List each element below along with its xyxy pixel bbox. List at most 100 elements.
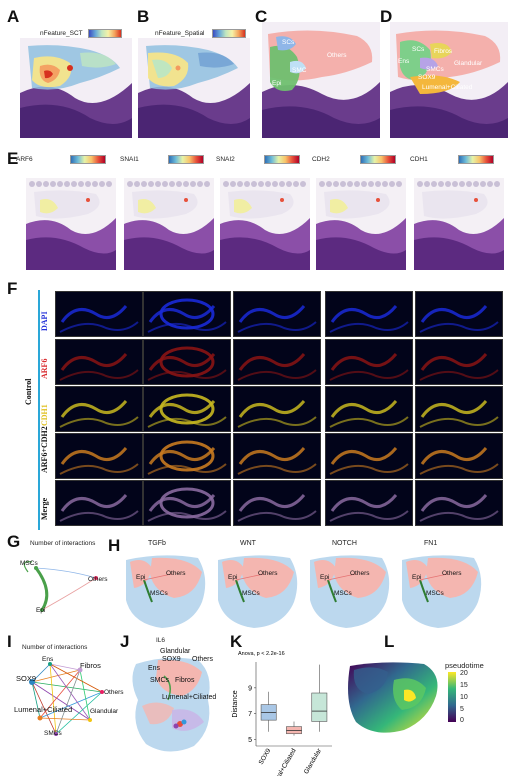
if-group-bracket (38, 290, 40, 530)
l-colorbar (448, 672, 456, 722)
pathway-node-label: Others (258, 570, 278, 577)
if-row-label: ARF6 (40, 358, 49, 379)
l-tick-5: 5 (460, 706, 464, 713)
j-label-ens: Ens (148, 665, 161, 672)
panel-label-l: L (384, 632, 395, 651)
panel-label-j: J (120, 632, 130, 651)
cluster-label-d-scs: SCs (412, 46, 425, 53)
if-image-tile (415, 386, 503, 432)
if-row-label: ARF6+CDH2 (40, 426, 49, 473)
colorbar-label-b: nFeature_Spatial (155, 30, 205, 37)
if-image-tile (415, 291, 503, 337)
if-image-tile (143, 291, 231, 337)
l-colorbar-label: pseudotime (445, 661, 484, 670)
i-node-lumenal: Lumenal+Ciliated (14, 705, 73, 714)
if-image-tile (233, 433, 321, 479)
gene-label: SNAI2 (216, 156, 235, 163)
gene-label: CDH2 (312, 156, 330, 163)
pathway-title: TGFb (148, 540, 166, 547)
chart-stat-text: Anova, p < 2.2e-16 (238, 651, 285, 657)
pathway-node-label: MSCs (426, 590, 444, 597)
x-category-label: Glandular (303, 747, 324, 776)
j-title: IL6 (156, 637, 166, 644)
if-image-tile (55, 433, 143, 479)
j-label-glandular: Glandular (160, 648, 191, 655)
panel-label-k: K (230, 632, 243, 651)
if-row-label: Merge (40, 497, 49, 520)
gene-tissue-image (220, 178, 310, 270)
panel-label-h: H (108, 536, 121, 555)
colorbar-a (88, 29, 122, 38)
if-image-tile (143, 386, 231, 432)
pathway-spatial-map (310, 555, 390, 628)
g-node-epi: Epi (36, 607, 46, 614)
if-row-label: CDH1 (40, 404, 49, 426)
cluster-label-d-glandular: Glandular (454, 60, 483, 67)
y-tick-label: 5 (248, 737, 252, 744)
if-image-tile (233, 386, 321, 432)
gene-tissue-image (26, 178, 116, 270)
gene-colorbar (360, 155, 396, 164)
boxplot-k: Anova, p < 2.2e-16579DistanceSOX9Lumenal… (232, 651, 332, 776)
i-node-sox9: SOX9 (16, 674, 37, 683)
i-title: Number of interactions (22, 644, 88, 651)
j-label-lumenal: Lumenal+Ciliated (162, 694, 217, 701)
cluster-label-smc: SMC (292, 67, 307, 74)
pathway-node-label: MSCs (242, 590, 260, 597)
gene-label: SNAI1 (120, 156, 139, 163)
j-label-smcs: SMCs (150, 677, 170, 684)
l-tick-15: 15 (460, 682, 468, 689)
g-node-others: Others (88, 576, 108, 583)
panel-label-f: F (7, 279, 18, 298)
cluster-label-d-ens: Ens (398, 58, 410, 65)
gene-colorbar (168, 155, 204, 164)
y-axis-label: Distance (232, 690, 239, 717)
panel-label-g: G (7, 532, 21, 551)
j-label-fibros: Fibros (175, 677, 195, 684)
if-image-tile (233, 339, 321, 385)
if-image-tile (233, 480, 321, 526)
cluster-label-d-smcs: SMCs (426, 66, 444, 73)
i-node-ens: Ens (42, 656, 54, 663)
panel-label-d: D (380, 7, 393, 26)
tissue-image-d: SCs Fibros Ens SMCs SOX9 Glandular Lumen… (390, 22, 508, 138)
tissue-image-c: SCs SMC Epi Others (262, 22, 380, 138)
cluster-label-d-fibros: Fibros (434, 48, 453, 55)
if-image-tile (143, 433, 231, 479)
l-pseudotime-map (348, 662, 438, 733)
panel-label-b: B (137, 7, 150, 26)
gene-label: CDH1 (410, 156, 428, 163)
if-image-tile (325, 291, 413, 337)
i-node-fibros: Fibros (80, 661, 101, 670)
gene-colorbar (458, 155, 494, 164)
if-image-tile (325, 433, 413, 479)
gene-label: ARF6 (16, 156, 33, 163)
pathway-spatial-map (126, 555, 206, 628)
colorbar-label-a: nFeature_SCT (40, 30, 83, 37)
pathway-node-label: MSCs (150, 590, 168, 597)
pathway-title: WNT (240, 540, 256, 547)
if-image-tile (325, 480, 413, 526)
if-image-tile (143, 339, 231, 385)
pathway-node-label: Others (166, 570, 186, 577)
cluster-label-others: Others (327, 52, 347, 59)
i-node-others: Others (104, 689, 124, 696)
if-image-tile (415, 433, 503, 479)
g-title: Number of interactions (30, 540, 96, 547)
if-image-tile (55, 386, 143, 432)
y-tick-label: 7 (248, 711, 252, 718)
tissue-image-b (138, 38, 250, 138)
x-category-label: SOX9 (258, 747, 273, 766)
pathway-spatial-map (218, 555, 298, 628)
pathway-title: NOTCH (332, 540, 357, 547)
i-network (29, 662, 104, 736)
if-row-label: DAPI (40, 311, 49, 331)
i-node-smcs: SMCs (44, 730, 62, 737)
pathway-node-label: MSCs (334, 590, 352, 597)
pathway-node-label: Epi (412, 574, 422, 581)
if-image-tile (55, 339, 143, 385)
pathway-node-label: Epi (320, 574, 330, 581)
l-tick-20: 20 (460, 670, 468, 677)
g-node-mscs: MSCs (20, 560, 38, 567)
j-spatial (132, 657, 210, 752)
